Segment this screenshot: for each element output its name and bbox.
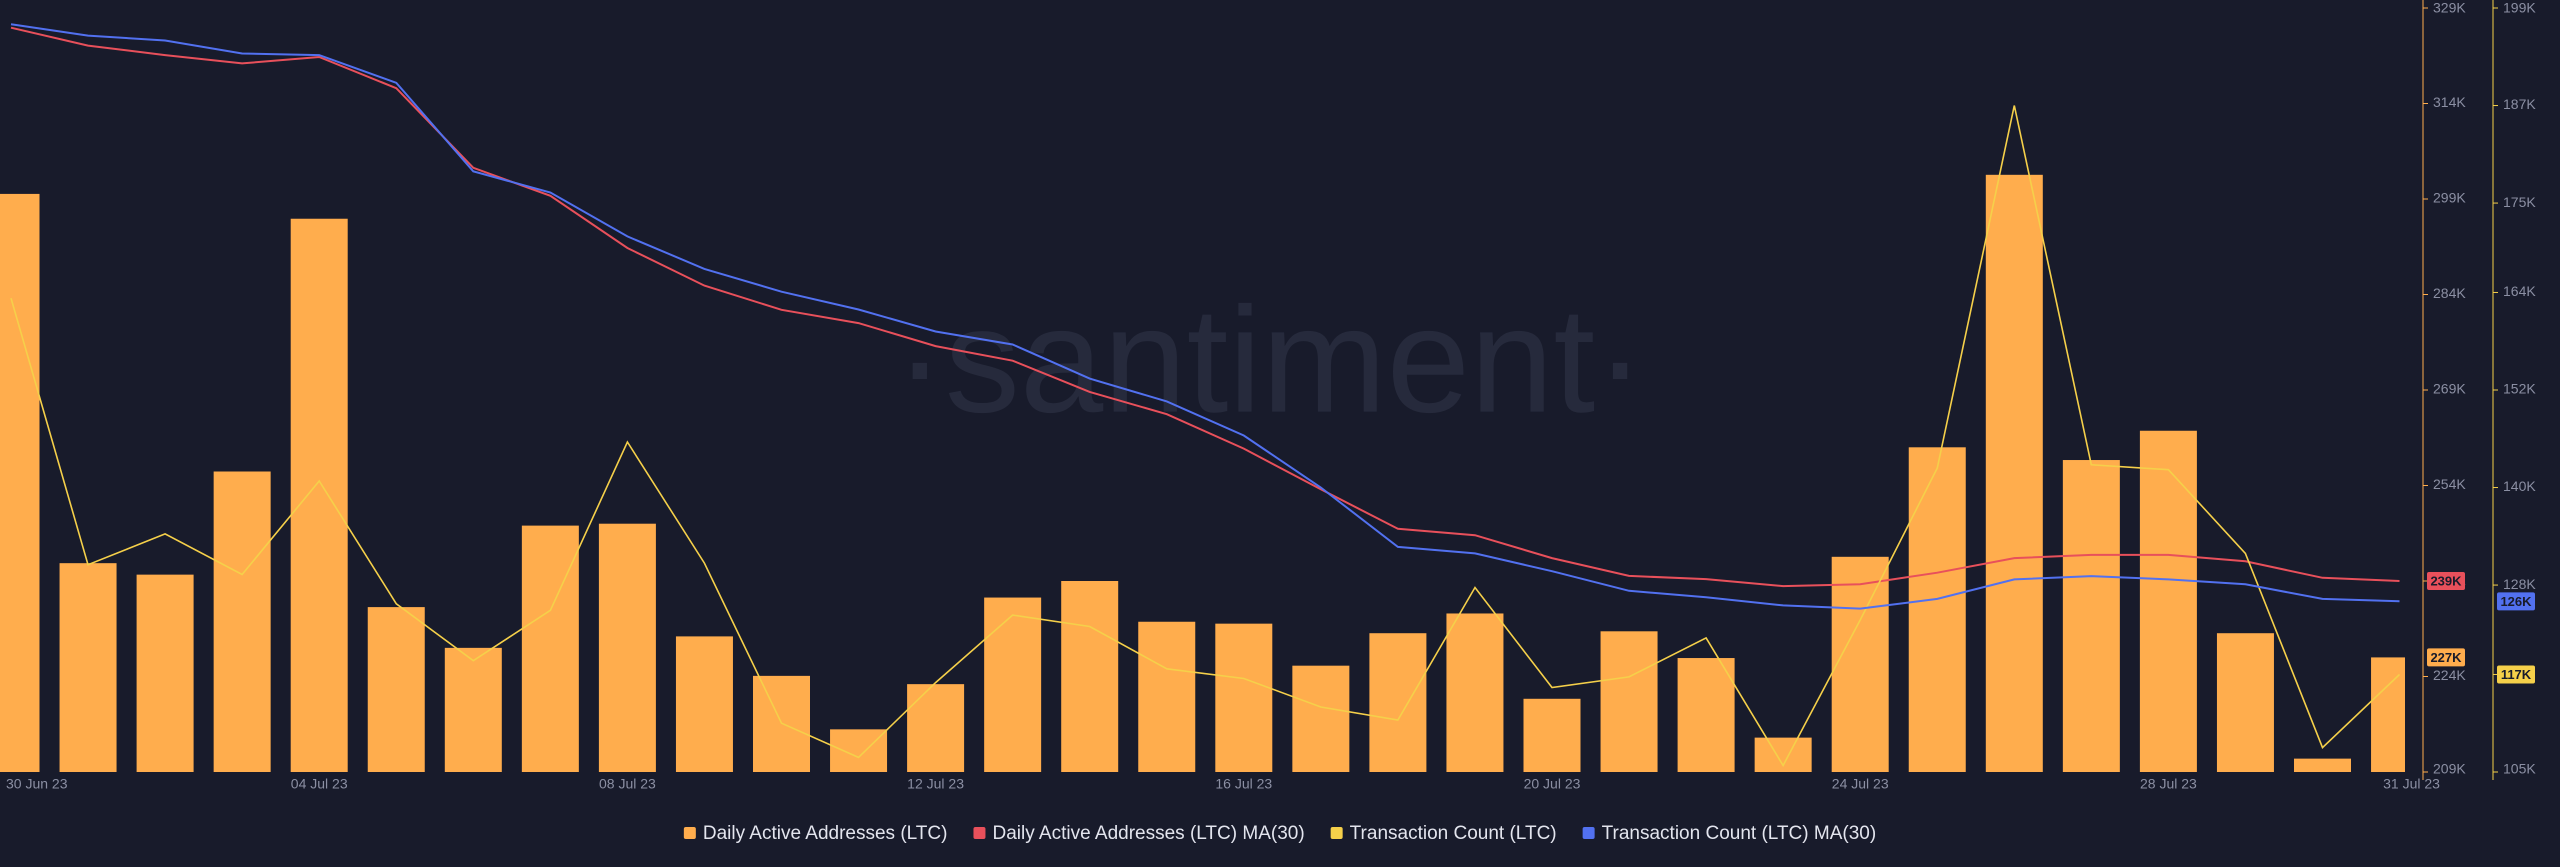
y-tick-label: 254K: [2433, 476, 2466, 492]
value-label: 117K: [2501, 667, 2532, 682]
line: [10, 105, 2401, 768]
value-label: 239K: [2430, 573, 2462, 588]
bar: [213, 471, 271, 772]
y2-tick-label: 105K: [2503, 761, 2536, 777]
x-tick-label: 31 Jul 23: [2383, 776, 2440, 792]
line: [10, 26, 2400, 588]
bar: [1369, 633, 1427, 772]
bar: [521, 525, 579, 772]
y2-tick-label: 152K: [2503, 381, 2536, 397]
y-tick-label: 209K: [2433, 761, 2466, 777]
bar: [1061, 581, 1119, 772]
y-tick-label: 224K: [2433, 667, 2466, 683]
y2-tick-label: 140K: [2503, 478, 2536, 494]
legend-swatch: [973, 827, 986, 839]
bar: [136, 574, 194, 772]
bar: [1677, 658, 1735, 772]
bar: [675, 636, 733, 772]
bar: [1985, 174, 2043, 773]
bar: [598, 523, 656, 772]
bar: [2371, 657, 2405, 772]
bar: [290, 218, 348, 772]
bar: [984, 597, 1042, 772]
x-tick-label: 24 Jul 23: [1832, 776, 1889, 792]
bar: [1138, 621, 1196, 772]
legend-swatch: [1330, 827, 1343, 839]
value-badge: [2497, 665, 2535, 684]
bar: [1215, 623, 1273, 772]
bar: [1831, 556, 1889, 772]
bar: [2139, 430, 2197, 772]
x-tick-label: 12 Jul 23: [907, 776, 964, 792]
value-label: 126K: [2500, 594, 2532, 609]
value-badge: [2497, 592, 2535, 611]
value-badge: [2427, 572, 2465, 590]
y-tick-label: 329K: [2433, 0, 2466, 16]
bar: [830, 729, 888, 772]
y2-tick-label: 128K: [2503, 576, 2536, 592]
bar: [1292, 665, 1350, 772]
y-tick-label: 299K: [2433, 190, 2466, 206]
legend-swatch: [1582, 827, 1595, 839]
watermark: ·santiment·: [895, 276, 1645, 444]
y-tick-label: 314K: [2433, 94, 2466, 110]
legend-label: Transaction Count (LTC): [1350, 823, 1557, 844]
x-tick-label: 28 Jul 23: [2140, 776, 2197, 792]
y2-tick-label: 187K: [2503, 96, 2536, 112]
x-tick-label: 08 Jul 23: [599, 776, 656, 792]
bar: [444, 647, 502, 772]
bar: [1446, 613, 1504, 772]
y-tick-label: 269K: [2433, 381, 2466, 397]
y-tick-label: 284K: [2433, 285, 2466, 301]
legend-label: Daily Active Addresses (LTC): [703, 823, 948, 844]
bar: [1600, 631, 1658, 772]
plot-area: [0, 23, 2405, 773]
x-tick-label: 20 Jul 23: [1524, 776, 1581, 792]
x-tick-label: 16 Jul 23: [1215, 776, 1272, 792]
bar: [1523, 698, 1581, 772]
bar: [2294, 758, 2351, 772]
bar: [907, 684, 965, 772]
y2-tick-label: 175K: [2503, 194, 2536, 210]
y2-tick-label: 164K: [2503, 283, 2536, 299]
bar: [1908, 447, 1966, 772]
legend-label: Transaction Count (LTC) MA(30): [1602, 823, 1877, 844]
line: [10, 23, 2400, 610]
bar: [367, 607, 425, 772]
bar: [0, 193, 40, 772]
legend: Daily Active Addresses (LTC) Daily Active…: [683, 823, 1877, 844]
x-tick-label: 04 Jul 23: [291, 776, 348, 792]
legend-label: Daily Active Addresses (LTC) MA(30): [992, 823, 1304, 844]
x-tick-label: 30 Jun 23: [6, 776, 68, 792]
value-badge: [2427, 648, 2465, 667]
y2-tick-label: 199K: [2503, 0, 2536, 16]
bar: [2216, 633, 2274, 772]
value-label: 227K: [2430, 650, 2462, 665]
bar: [2062, 460, 2120, 772]
bar: [59, 563, 117, 772]
legend-swatch: [683, 827, 696, 839]
